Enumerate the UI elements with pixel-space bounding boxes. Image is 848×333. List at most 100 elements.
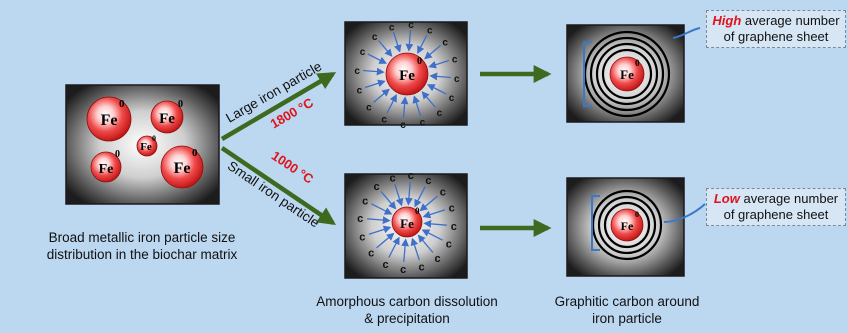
fe-superscript: 0: [415, 206, 420, 216]
fe-particle-bottom-middle: Fe 0: [391, 206, 423, 238]
temperature-label-1000: 1000 °C: [269, 148, 317, 187]
carbon-flow-arrow: [427, 84, 447, 95]
carbon-flow-arrow: [405, 182, 413, 206]
fe-superscript: 0: [152, 134, 156, 143]
fe-label: Fe: [159, 111, 175, 127]
carbon-atom-label: c: [383, 259, 389, 271]
carbon-flow-arrow: [394, 183, 404, 207]
callout-high: High average number of graphene sheet: [706, 10, 846, 48]
fe-particle: Fe 0: [160, 145, 204, 189]
left-biochar-box: Fe 0 Fe 0 Fe 0 Fe 0 Fe 0: [65, 84, 220, 205]
carbon-atom-label: c: [449, 203, 455, 215]
arrow-to-bottom-box: [220, 146, 336, 226]
carbon-atom-label: c: [357, 213, 363, 225]
carbon-flow-arrow: [376, 232, 395, 249]
graphene-shells-high: [583, 30, 671, 118]
carbon-atom-label: c: [418, 262, 424, 274]
fe-label: Fe: [621, 219, 634, 233]
carbon-atom-label: c: [451, 221, 457, 233]
carbon-flow-arrow: [421, 91, 436, 108]
carbon-flow-arrow: [422, 209, 446, 219]
fe-particle: Fe 0: [150, 99, 184, 134]
caption-left: Broad metallic iron particle size distri…: [32, 229, 252, 263]
carbon-atom-label: c: [442, 38, 448, 49]
caption-middle-line2: & precipitation: [364, 311, 450, 326]
callout-low-keyword: Low: [713, 191, 740, 206]
carbon-flow-arrow: [405, 30, 414, 52]
callout-high-rest: average number: [741, 13, 840, 28]
carbon-atom-label: c: [440, 187, 446, 199]
carbon-atom-label: c: [357, 85, 363, 96]
carbon-atom-label: c: [452, 55, 458, 66]
fe-superscript: 0: [119, 98, 125, 110]
fe-label: Fe: [174, 160, 191, 177]
carbon-atom-label: c: [389, 172, 395, 184]
fe-superscript: 0: [178, 99, 183, 110]
carbon-atom-label: c: [359, 232, 365, 244]
carbon-flow-arrow: [364, 79, 386, 89]
carbon-flow-arrow: [424, 45, 441, 60]
carbon-flow-arrow: [368, 225, 392, 235]
fe-particle-top-right: Fe 0: [609, 56, 645, 92]
carbon-flow-arrow: [419, 195, 438, 212]
fe-superscript: 0: [192, 147, 198, 159]
fe-particle: Fe 0: [86, 96, 132, 142]
fe-particle-top-middle: Fe 0: [385, 52, 429, 96]
carbon-flow-arrow: [428, 59, 450, 69]
fe-label: Fe: [400, 216, 414, 231]
fe-label: Fe: [620, 67, 634, 82]
arrow-to-top-box: [220, 72, 337, 141]
carbon-atom-label: c: [354, 66, 360, 77]
callout-connector-low: [663, 203, 706, 223]
carbon-flow-arrow: [417, 34, 428, 54]
carbon-flow-arrow: [378, 40, 393, 57]
carbon-flow-arrow: [367, 53, 387, 64]
carbon-atom-label: c: [408, 170, 414, 182]
carbon-flow-arrow: [388, 236, 400, 258]
caption-left-line2: distribution in the biochar matrix: [46, 247, 238, 262]
carbon-atom-label: c: [434, 253, 440, 265]
fe-particle: Fe 0: [90, 149, 122, 183]
fe-label: Fe: [399, 68, 415, 84]
carbon-atom-label: c: [454, 74, 460, 85]
carbon-atom-label: c: [400, 264, 406, 276]
carbon-atom-label: c: [400, 120, 406, 131]
caption-middle-line1: Amorphous carbon dissolution: [316, 294, 498, 309]
carbon-flow-arrow: [412, 95, 422, 117]
carbon-atom-label: c: [427, 26, 433, 37]
caption-left-line1: Broad metallic iron particle size: [48, 230, 236, 245]
fe-superscript: 0: [635, 58, 640, 68]
fe-label: Fe: [140, 141, 152, 153]
caption-right-line2: iron particle: [592, 311, 662, 326]
carbon-flow-arrow: [401, 238, 409, 262]
carbon-atom-label: c: [449, 93, 455, 104]
graphene-shells-low: [591, 189, 663, 261]
fe-superscript: 0: [635, 210, 639, 219]
large-particle-path: Large iron particle 1800 °C: [220, 59, 337, 141]
callout-high-line2: of graphene sheet: [723, 29, 829, 44]
carbon-atom-label: c: [360, 47, 366, 58]
small-particle-path: 1000 °C Small iron particle: [220, 146, 336, 230]
carbon-flow-arrow: [417, 234, 434, 253]
carbon-flow-arrow: [371, 203, 393, 215]
callout-connector-high: [672, 27, 701, 39]
bracket-top: [583, 41, 592, 107]
fe-label: Fe: [99, 162, 114, 177]
carbon-atom-label: c: [366, 102, 372, 113]
caption-right-line1: Graphitic carbon around: [554, 294, 700, 309]
carbon-flow-arrow: [423, 220, 447, 228]
carbon-atom-label: c: [408, 20, 414, 31]
carbon-flow-arrow: [386, 94, 397, 114]
callout-low: Low average number of graphene sheet: [706, 188, 846, 226]
carbon-atom-label: c: [420, 118, 426, 129]
fe-superscript: 0: [417, 56, 422, 67]
carbon-atom-label: c: [389, 22, 395, 33]
fe-label: Fe: [101, 112, 118, 129]
caption-middle: Amorphous carbon dissolution & precipita…: [312, 293, 502, 327]
carbon-atom-label: c: [446, 238, 452, 250]
carbon-flow-arrow: [410, 237, 420, 261]
